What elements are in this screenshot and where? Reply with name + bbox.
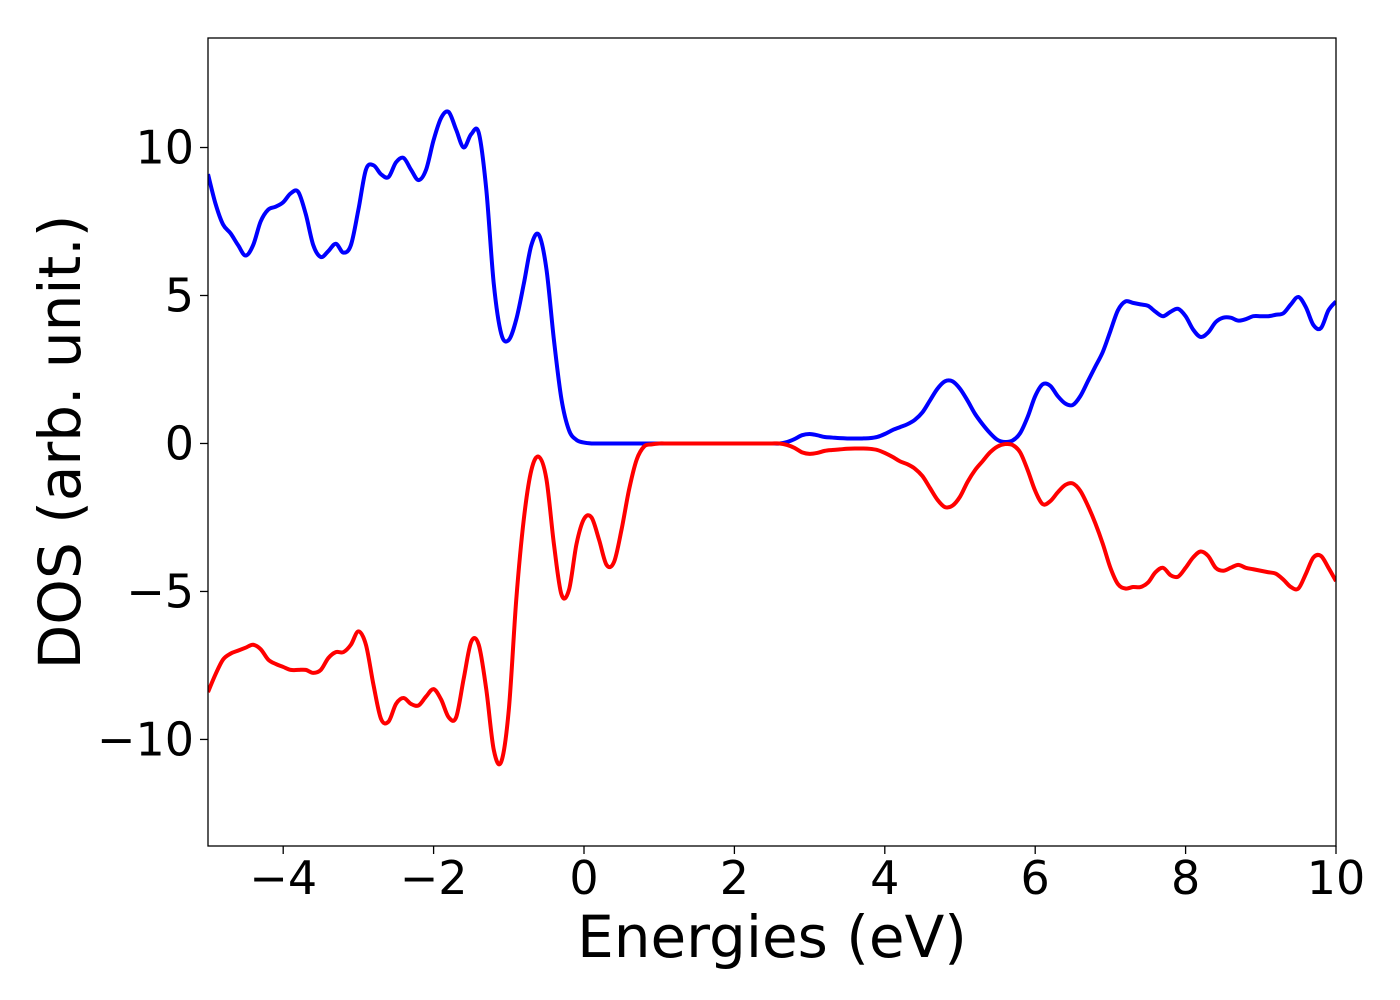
dos-line <box>208 441 1336 767</box>
x-axis-label: Energies (eV) <box>577 903 967 971</box>
y-tick-label: 10 <box>135 121 194 175</box>
plot-area <box>208 109 1336 767</box>
y-tick-label: −5 <box>126 564 194 618</box>
x-tick-label: 6 <box>1021 851 1050 905</box>
x-tick-label: −2 <box>400 851 468 905</box>
x-tick-label: −4 <box>249 851 317 905</box>
x-tick-label: 4 <box>870 851 899 905</box>
y-tick-label: 5 <box>165 268 194 322</box>
x-tick-label: 2 <box>720 851 749 905</box>
axes-frame <box>207 37 1337 847</box>
x-tick-label: 10 <box>1307 851 1366 905</box>
y-tick-label: 0 <box>165 416 194 470</box>
x-tick-label: 8 <box>1171 851 1200 905</box>
y-axis-label: DOS (arb. unit.) <box>26 215 94 670</box>
x-tick-label: 0 <box>569 851 598 905</box>
y-tick-label: −10 <box>97 712 194 766</box>
